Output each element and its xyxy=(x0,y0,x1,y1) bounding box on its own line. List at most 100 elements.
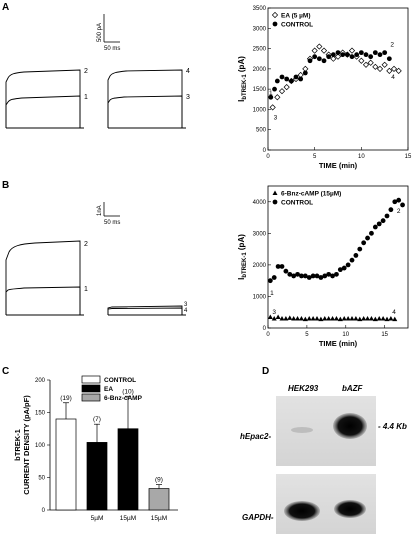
chart-a-ylabel: IbTREK-1 (pA) xyxy=(237,56,248,102)
chart-b-xtick-label: 5 xyxy=(305,332,309,338)
chart-a-point xyxy=(358,50,364,56)
chart-c-legend-swatch xyxy=(81,384,101,393)
chart-a-ylabel-unit: (pA) xyxy=(237,56,246,75)
chart-a-point xyxy=(349,54,355,60)
chart-b-legend-marker xyxy=(272,190,278,195)
chart-a-point xyxy=(283,84,290,91)
chart-b-point xyxy=(365,316,371,321)
chart-c-category-label: 5µM xyxy=(91,515,104,522)
chart-a-point xyxy=(312,54,318,60)
chart-b-ytick-label: 3000 xyxy=(253,231,267,237)
chart-b-point xyxy=(376,316,382,321)
chart-b-point xyxy=(326,271,332,277)
chart-c-category-label: 15µM xyxy=(120,515,136,522)
chart-b-point xyxy=(310,316,316,321)
chart-c-bar xyxy=(148,488,170,511)
chart-b-point xyxy=(345,316,351,321)
chart-c-legend-swatch xyxy=(81,393,101,402)
chart-a-ylabel-sub: bTREK-1 xyxy=(242,74,248,100)
chart-b-point xyxy=(357,246,363,252)
chart-b-point xyxy=(333,316,339,321)
chart-a-legend-label: EA (5 µM) xyxy=(281,13,311,20)
panel-a-traces: 500 pA 50 ms 2 1 4 3 xyxy=(5,14,190,129)
chart-b-point xyxy=(388,316,394,321)
chart-b-point xyxy=(310,273,316,279)
chart-b-point xyxy=(330,316,336,321)
chart-c-ylabel: bTREK-1CURRENT DENSITY (pA/pF) xyxy=(13,395,31,495)
chart-b-frame xyxy=(267,185,409,329)
chart-b-point xyxy=(283,316,289,321)
chart-a-point xyxy=(372,63,379,70)
chart-a-point xyxy=(395,67,402,74)
chart-b-point xyxy=(341,265,347,271)
chart-b-point xyxy=(369,230,374,236)
chart-a-timecourse: 0 500 1000 1500 2000 2500 3000 3500 0 5 10 15 TIME (… xyxy=(237,6,412,170)
chart-b-legend-label: CONTROL xyxy=(281,200,313,207)
chart-a-point xyxy=(362,61,370,68)
chart-a-point xyxy=(330,52,336,58)
trace-label-a-2: 2 xyxy=(84,68,88,75)
chart-a-point xyxy=(386,67,393,74)
chart-b-point xyxy=(318,316,324,322)
chart-a-xtick-label: 15 xyxy=(405,154,412,160)
chart-b-point xyxy=(318,275,324,280)
panel-letter-b: B xyxy=(2,180,10,191)
chart-b-annotation: 1 xyxy=(270,290,274,297)
chart-b-point xyxy=(345,262,351,268)
trace-label-b-1: 1 xyxy=(84,286,88,293)
chart-b-point xyxy=(295,316,301,321)
chart-b-point xyxy=(306,316,312,321)
chart-b-point xyxy=(376,221,382,227)
chart-b-point xyxy=(372,224,378,230)
chart-b-ytick-label: 0 xyxy=(263,326,267,332)
hepac2-band-bazf xyxy=(333,413,367,439)
chart-b-point xyxy=(283,268,289,274)
chart-a-frame xyxy=(267,7,409,151)
chart-b-point xyxy=(275,314,281,319)
scale-bar-a-time: 50 ms xyxy=(104,46,120,52)
chart-c-legend-label: CONTROL xyxy=(104,377,136,384)
chart-b-point xyxy=(279,264,285,269)
chart-a-point xyxy=(330,55,337,62)
chart-b-point xyxy=(322,316,328,321)
hepac2-band-hek293 xyxy=(291,427,313,433)
chart-a-point xyxy=(348,47,356,54)
chart-a-series xyxy=(268,50,392,100)
chart-b-point xyxy=(396,197,402,203)
chart-a-point xyxy=(381,61,388,68)
scale-bar-a: 500 pA 50 ms xyxy=(97,14,120,52)
chart-b-point xyxy=(322,273,328,279)
chart-c-category-label: 15µM xyxy=(151,515,167,522)
trace-group-a-right xyxy=(107,69,186,129)
chart-c-legend-label: 6-Bnz-cAMP xyxy=(104,395,143,402)
chart-c-n-label: (19) xyxy=(60,395,72,402)
chart-c-bar xyxy=(55,418,77,511)
chart-a-point xyxy=(274,78,280,84)
gapdh-band-hek293 xyxy=(284,501,320,521)
scale-bar-b: 1nA 50 ms xyxy=(97,202,120,226)
chart-b-legend-marker xyxy=(272,199,278,205)
trace-group-b-right xyxy=(107,305,186,316)
trace-label-b-2: 2 xyxy=(84,241,88,248)
chart-a-point xyxy=(272,86,277,92)
chart-b-point xyxy=(392,316,398,322)
chart-a-point xyxy=(358,57,365,64)
chart-b-point xyxy=(267,278,273,284)
chart-b-xlabel: TIME (min) xyxy=(319,339,358,348)
chart-b-point xyxy=(302,273,308,279)
chart-b-xtick-label: 15 xyxy=(381,332,388,338)
trace-group-a-left xyxy=(5,69,84,129)
chart-b-point xyxy=(279,316,285,321)
chart-b-point xyxy=(267,314,273,319)
chart-a-point xyxy=(320,47,328,54)
chart-c-ytick-label: 50 xyxy=(38,476,45,482)
chart-c-ylabel-line1: bTREK-1 xyxy=(13,429,22,461)
chart-b-xtick-label: 10 xyxy=(342,332,349,338)
chart-c-ylabel-line2: CURRENT DENSITY (pA/pF) xyxy=(22,395,31,495)
chart-b-point xyxy=(337,316,343,322)
chart-b-point xyxy=(353,316,359,321)
blot-column-label-hek293: HEK293 xyxy=(288,384,319,393)
chart-a-annotation: 4 xyxy=(391,74,395,81)
chart-b-annotation: 4 xyxy=(392,309,396,316)
chart-b-ylabel-sub: bTREK-1 xyxy=(242,252,248,278)
